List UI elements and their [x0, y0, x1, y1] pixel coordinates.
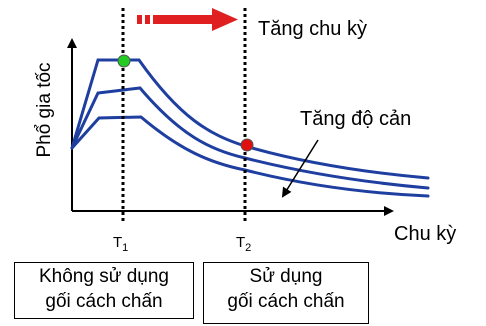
isolator-caption-line2: gối cách chấn	[227, 291, 345, 312]
x-axis-label: Chu kỳ	[394, 223, 456, 245]
t1-label: T1	[113, 234, 128, 254]
y-axis-label: Phổ gia tốc	[34, 62, 55, 157]
t2-marker	[240, 138, 254, 152]
damping-pointer-arrow	[281, 139, 319, 198]
no-isolator-caption-line1: Không sử dụng	[39, 266, 169, 287]
isolator-caption-line1: Sử dụng	[249, 266, 323, 287]
t2-label: T2	[236, 234, 251, 254]
no-isolator-caption-line2: gối cách chấn	[45, 291, 163, 312]
damping-increase-label: Tăng độ cản	[300, 108, 411, 130]
isolator-caption-box: Sử dụng gối cách chấn	[203, 262, 369, 324]
period-increase-label: Tăng chu kỳ	[258, 18, 367, 40]
no-isolator-caption-box: Không sử dụng gối cách chấn	[14, 262, 194, 319]
period-increase-arrow	[137, 8, 238, 31]
t1-peak-marker	[117, 54, 131, 68]
